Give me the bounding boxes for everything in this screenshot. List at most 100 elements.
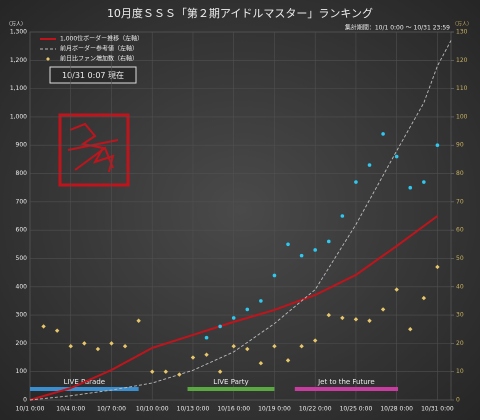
- series-line: [29, 40, 452, 401]
- chart-title: 10月度ＳＳＳ「第２期アイドルマスター」ランキング: [107, 6, 373, 20]
- diamond-marker: [299, 344, 304, 349]
- y-tick-label: 0: [23, 397, 27, 404]
- diamond-marker: [408, 327, 413, 332]
- dot-marker: [367, 163, 372, 167]
- x-tick-label: 10/4 0:00: [56, 406, 85, 413]
- y-tick-label: 1,300: [10, 29, 27, 36]
- legend-label: 前月ボーダー参考値（左軸）: [60, 45, 138, 53]
- y2-tick-label: 110: [456, 85, 468, 92]
- x-tick-label: 10/22 0:00: [299, 406, 332, 413]
- dot-marker: [313, 248, 317, 252]
- diamond-marker: [41, 324, 46, 329]
- y-tick-label: 300: [16, 312, 28, 319]
- y2-tick-label: 130: [456, 29, 468, 36]
- diamond-marker: [204, 352, 209, 357]
- diamond-marker: [136, 318, 141, 323]
- y-tick-label: 100: [16, 368, 28, 375]
- y-axis-label: （万人）: [6, 22, 26, 28]
- event-bar: [30, 387, 139, 391]
- x-tick-label: 10/19 0:00: [258, 406, 291, 413]
- x-tick-label: 10/31 0:00: [421, 406, 454, 413]
- y-tick-label: 600: [16, 227, 28, 234]
- dot-marker: [272, 273, 277, 278]
- diamond-marker: [163, 369, 169, 374]
- diamond-marker: [68, 344, 73, 349]
- diamond-marker: [217, 369, 223, 374]
- diamond-marker: [272, 344, 277, 349]
- annotation-box: [49, 66, 137, 84]
- y-tick-label: 1,200: [10, 57, 27, 64]
- diamond-marker: [245, 346, 250, 352]
- dot-marker: [231, 316, 236, 320]
- dot-marker: [259, 299, 263, 303]
- event-label: LIVE Party: [213, 378, 248, 386]
- dot-marker: [326, 239, 331, 244]
- dot-marker: [245, 307, 250, 312]
- legend-label: 1,000位ボーダー推移（左軸）: [60, 35, 143, 43]
- dot-marker: [286, 242, 290, 247]
- diamond-marker: [109, 341, 114, 346]
- diamond-marker: [340, 315, 345, 321]
- annotation: 10/31 0:07 現在: [62, 70, 124, 80]
- diamond-marker: [177, 372, 182, 377]
- x-tick-label: 10/25 0:00: [340, 406, 373, 413]
- x-tick-label: 10/10 0:00: [136, 406, 169, 413]
- diamond-marker: [367, 318, 372, 323]
- dot-marker: [435, 143, 440, 148]
- diamond-marker: [312, 338, 318, 343]
- diamond-marker: [421, 295, 427, 301]
- y2-tick-label: 90: [456, 142, 464, 149]
- y2-tick-label: 120: [456, 57, 468, 64]
- diamond-marker: [54, 328, 60, 333]
- event-label: Jet to the Future: [317, 378, 375, 386]
- diamond-marker: [95, 346, 101, 352]
- y2-tick-label: 40: [456, 283, 464, 290]
- diamond-marker: [190, 355, 196, 360]
- x-tick-label: 10/1 0:00: [16, 406, 45, 413]
- y-tick-label: 800: [16, 170, 28, 177]
- y2-tick-label: 10: [456, 368, 464, 375]
- dot-marker: [299, 253, 304, 258]
- legend-label: 前日比ファン増加数（右軸）: [60, 55, 138, 63]
- y-tick-label: 900: [16, 142, 28, 149]
- y2-tick-label: 100: [456, 113, 468, 120]
- dot-marker: [381, 132, 385, 136]
- dot-marker: [218, 324, 222, 329]
- dot-marker: [394, 154, 399, 159]
- dot-marker: [422, 180, 426, 184]
- series-line: [29, 215, 439, 401]
- x-tick-label: 10/16 0:00: [217, 406, 250, 413]
- y2-tick-label: 60: [456, 227, 464, 234]
- diamond-marker: [394, 287, 399, 292]
- y2-tick-label: 0: [456, 397, 460, 404]
- y2-axis-label: （万人）: [452, 22, 472, 28]
- diamond-marker: [122, 344, 128, 349]
- diamond-marker: [82, 341, 87, 346]
- y-tick-label: 700: [16, 198, 28, 205]
- dot-marker: [408, 185, 413, 190]
- y-tick-label: 1,100: [10, 85, 27, 92]
- dot-marker: [204, 335, 209, 340]
- event-bar: [294, 387, 399, 391]
- y-tick-label: 400: [16, 283, 28, 290]
- diamond-marker: [326, 312, 331, 318]
- y2-tick-label: 70: [456, 198, 464, 205]
- diamond-marker: [258, 361, 264, 366]
- event-bar: [187, 387, 275, 391]
- diamond-marker: [231, 344, 236, 349]
- dot-marker: [354, 180, 358, 184]
- y-tick-label: 200: [16, 340, 28, 347]
- dot-marker: [340, 214, 345, 218]
- subtitle: 集計期間：10/1 0:00 ～ 10/31 23:59: [345, 24, 450, 32]
- y2-tick-label: 50: [456, 255, 464, 262]
- y2-tick-label: 30: [456, 312, 464, 319]
- legend-icon: [46, 57, 50, 61]
- x-tick-label: 10/7 0:00: [97, 406, 126, 413]
- y-tick-label: 500: [16, 255, 28, 262]
- y-tick-label: 1,000: [10, 113, 27, 120]
- diamond-marker: [435, 264, 440, 270]
- y2-tick-label: 80: [456, 170, 464, 177]
- diamond-marker: [285, 358, 291, 363]
